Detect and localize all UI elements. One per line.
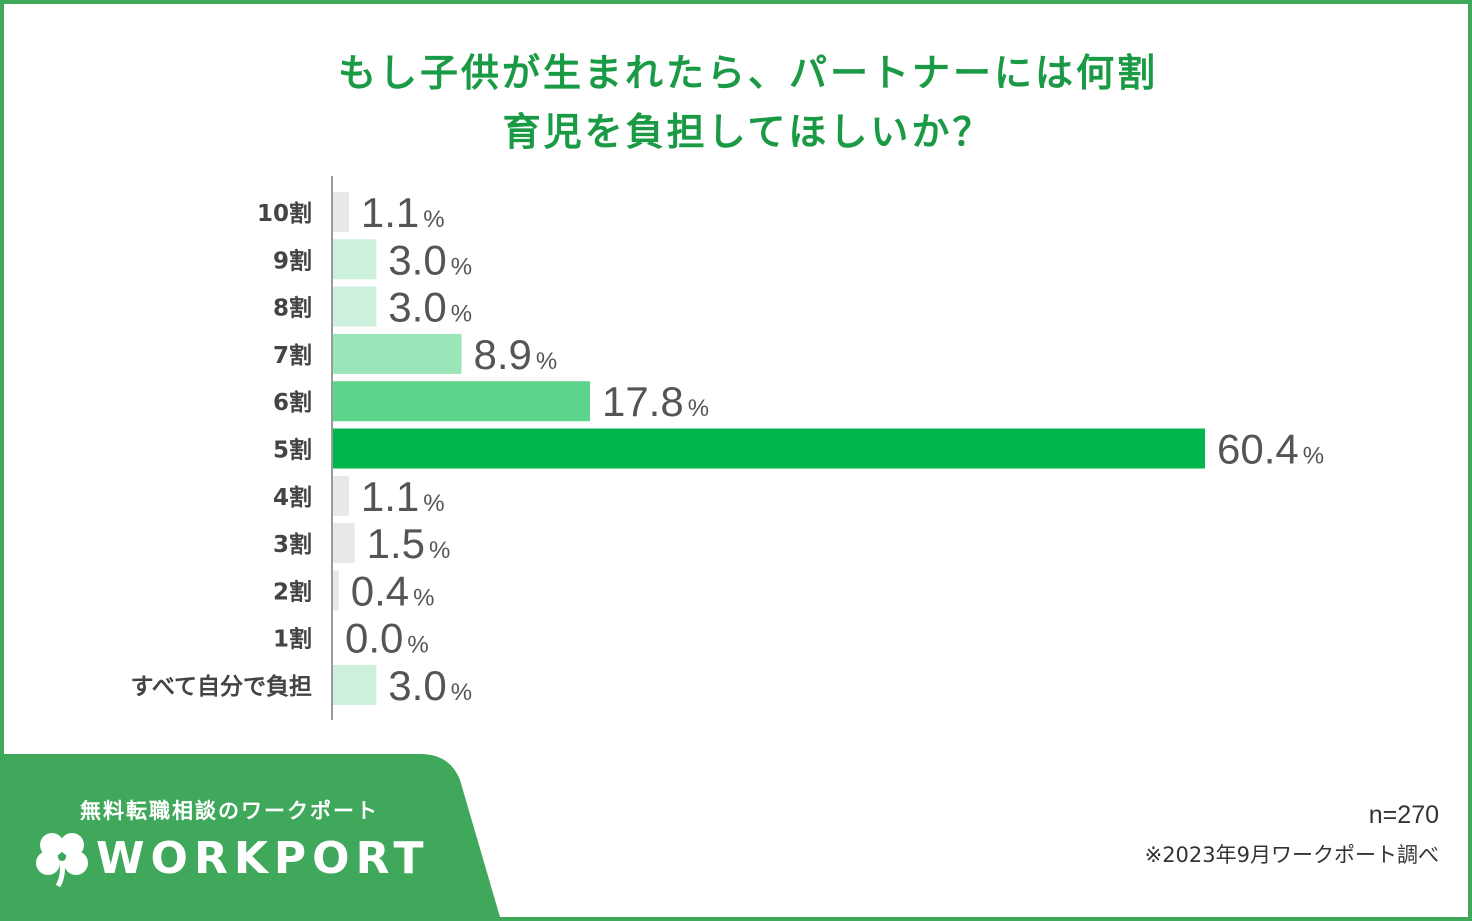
brand-tagline: 無料転職相談のワークポート	[80, 799, 379, 823]
value-label-3: 8.9%	[473, 331, 557, 378]
sample-size: n=270	[1368, 801, 1439, 829]
value-label-9: 0.0%	[345, 615, 429, 662]
chart-title-line-1: もし子供が生まれたら、パートナーには何割	[337, 51, 1158, 95]
bar-1	[333, 239, 377, 280]
bar-3	[333, 333, 462, 374]
chart-title: もし子供が生まれたら、パートナーには何割 育児を負担してほしいか？	[0, 44, 1472, 162]
category-label-6: 4割	[273, 484, 312, 511]
value-label-1: 3.0%	[388, 236, 472, 283]
bar-5	[333, 428, 1205, 469]
bar-4	[333, 381, 590, 422]
value-label-7: 1.5%	[367, 520, 451, 567]
bar-10	[333, 665, 377, 705]
category-label-9: 1割	[273, 626, 312, 653]
clover-icon	[36, 833, 88, 888]
bar-6	[333, 475, 349, 516]
value-label-0: 1.1%	[361, 189, 445, 236]
category-label-10: すべて自分で負担	[131, 673, 312, 700]
category-label-2: 8割	[273, 295, 312, 322]
brand-logo[interactable]: WORKPORT	[36, 830, 456, 888]
bar-8	[333, 570, 339, 611]
value-label-6: 1.1%	[361, 473, 445, 520]
brand-wordmark: WORKPORT	[96, 833, 430, 884]
category-label-5: 5割	[273, 437, 312, 464]
value-label-5: 60.4%	[1217, 426, 1324, 473]
value-label-2: 3.0%	[388, 284, 472, 331]
category-label-3: 7割	[273, 342, 312, 369]
bar-0	[333, 192, 349, 232]
survey-note: ※2023年9月ワークポート調べ	[1144, 843, 1439, 867]
value-label-8: 0.4%	[351, 567, 435, 614]
bar-2	[333, 286, 377, 327]
category-label-8: 2割	[273, 578, 312, 605]
value-label-10: 3.0%	[388, 662, 472, 709]
bar-7	[333, 523, 355, 564]
category-label-4: 6割	[273, 389, 312, 416]
category-label-0: 10割	[257, 200, 312, 227]
value-label-4: 17.8%	[602, 378, 709, 425]
chart-title-line-2: 育児を負担してほしいか？	[502, 110, 994, 154]
category-label-7: 3割	[273, 531, 312, 558]
category-label-1: 9割	[273, 247, 312, 274]
